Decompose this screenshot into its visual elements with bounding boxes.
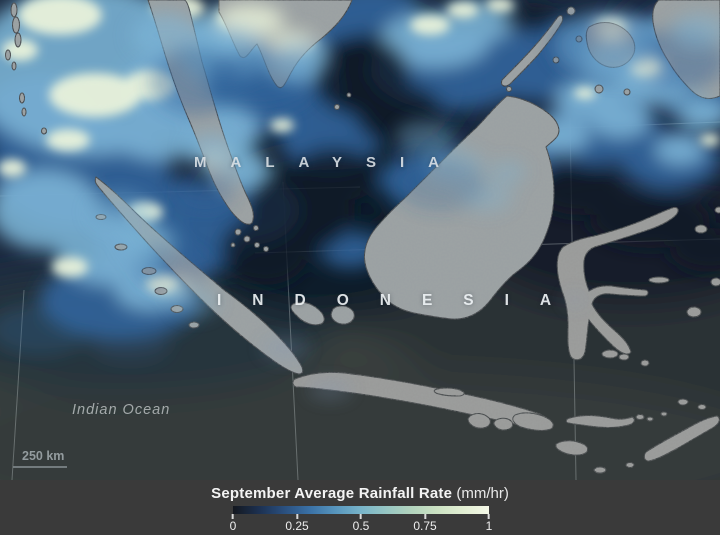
scale-bar-line	[13, 466, 67, 468]
legend-tick: 0.25	[285, 514, 309, 533]
land-lombok	[493, 417, 514, 431]
land-palawan	[501, 14, 564, 87]
land-sumba	[555, 440, 589, 456]
map-area: MALAYSIA INDONESIA Indian Ocean 250 km	[0, 0, 720, 480]
scale-bar: 250 km	[13, 449, 73, 468]
land-timor	[643, 415, 720, 462]
legend-tick: 0.5	[353, 514, 369, 533]
legend-unit-text: (mm/hr)	[456, 485, 509, 502]
land-madura	[433, 387, 465, 397]
legend-ticks: 0 0.25 0.5 0.75 1	[230, 514, 492, 534]
land-sumbawa	[512, 412, 554, 431]
legend-title-text: September Average Rainfall Rate	[211, 485, 453, 502]
land-belitung	[330, 305, 355, 325]
legend-colorbar	[233, 506, 489, 514]
land-bangka	[290, 301, 325, 326]
land-flores	[565, 415, 635, 428]
land-bali	[467, 413, 491, 429]
legend-title: September Average Rainfall Rate (mm/hr)	[0, 485, 720, 502]
map-graphic	[0, 0, 720, 480]
land-sulawesi	[556, 207, 679, 361]
legend-tick: 0	[230, 514, 236, 533]
legend-tick: 0.75	[413, 514, 437, 533]
legend-tick: 1	[486, 514, 492, 533]
scale-bar-label: 250 km	[22, 449, 65, 463]
legend-panel: September Average Rainfall Rate (mm/hr) …	[0, 480, 720, 535]
